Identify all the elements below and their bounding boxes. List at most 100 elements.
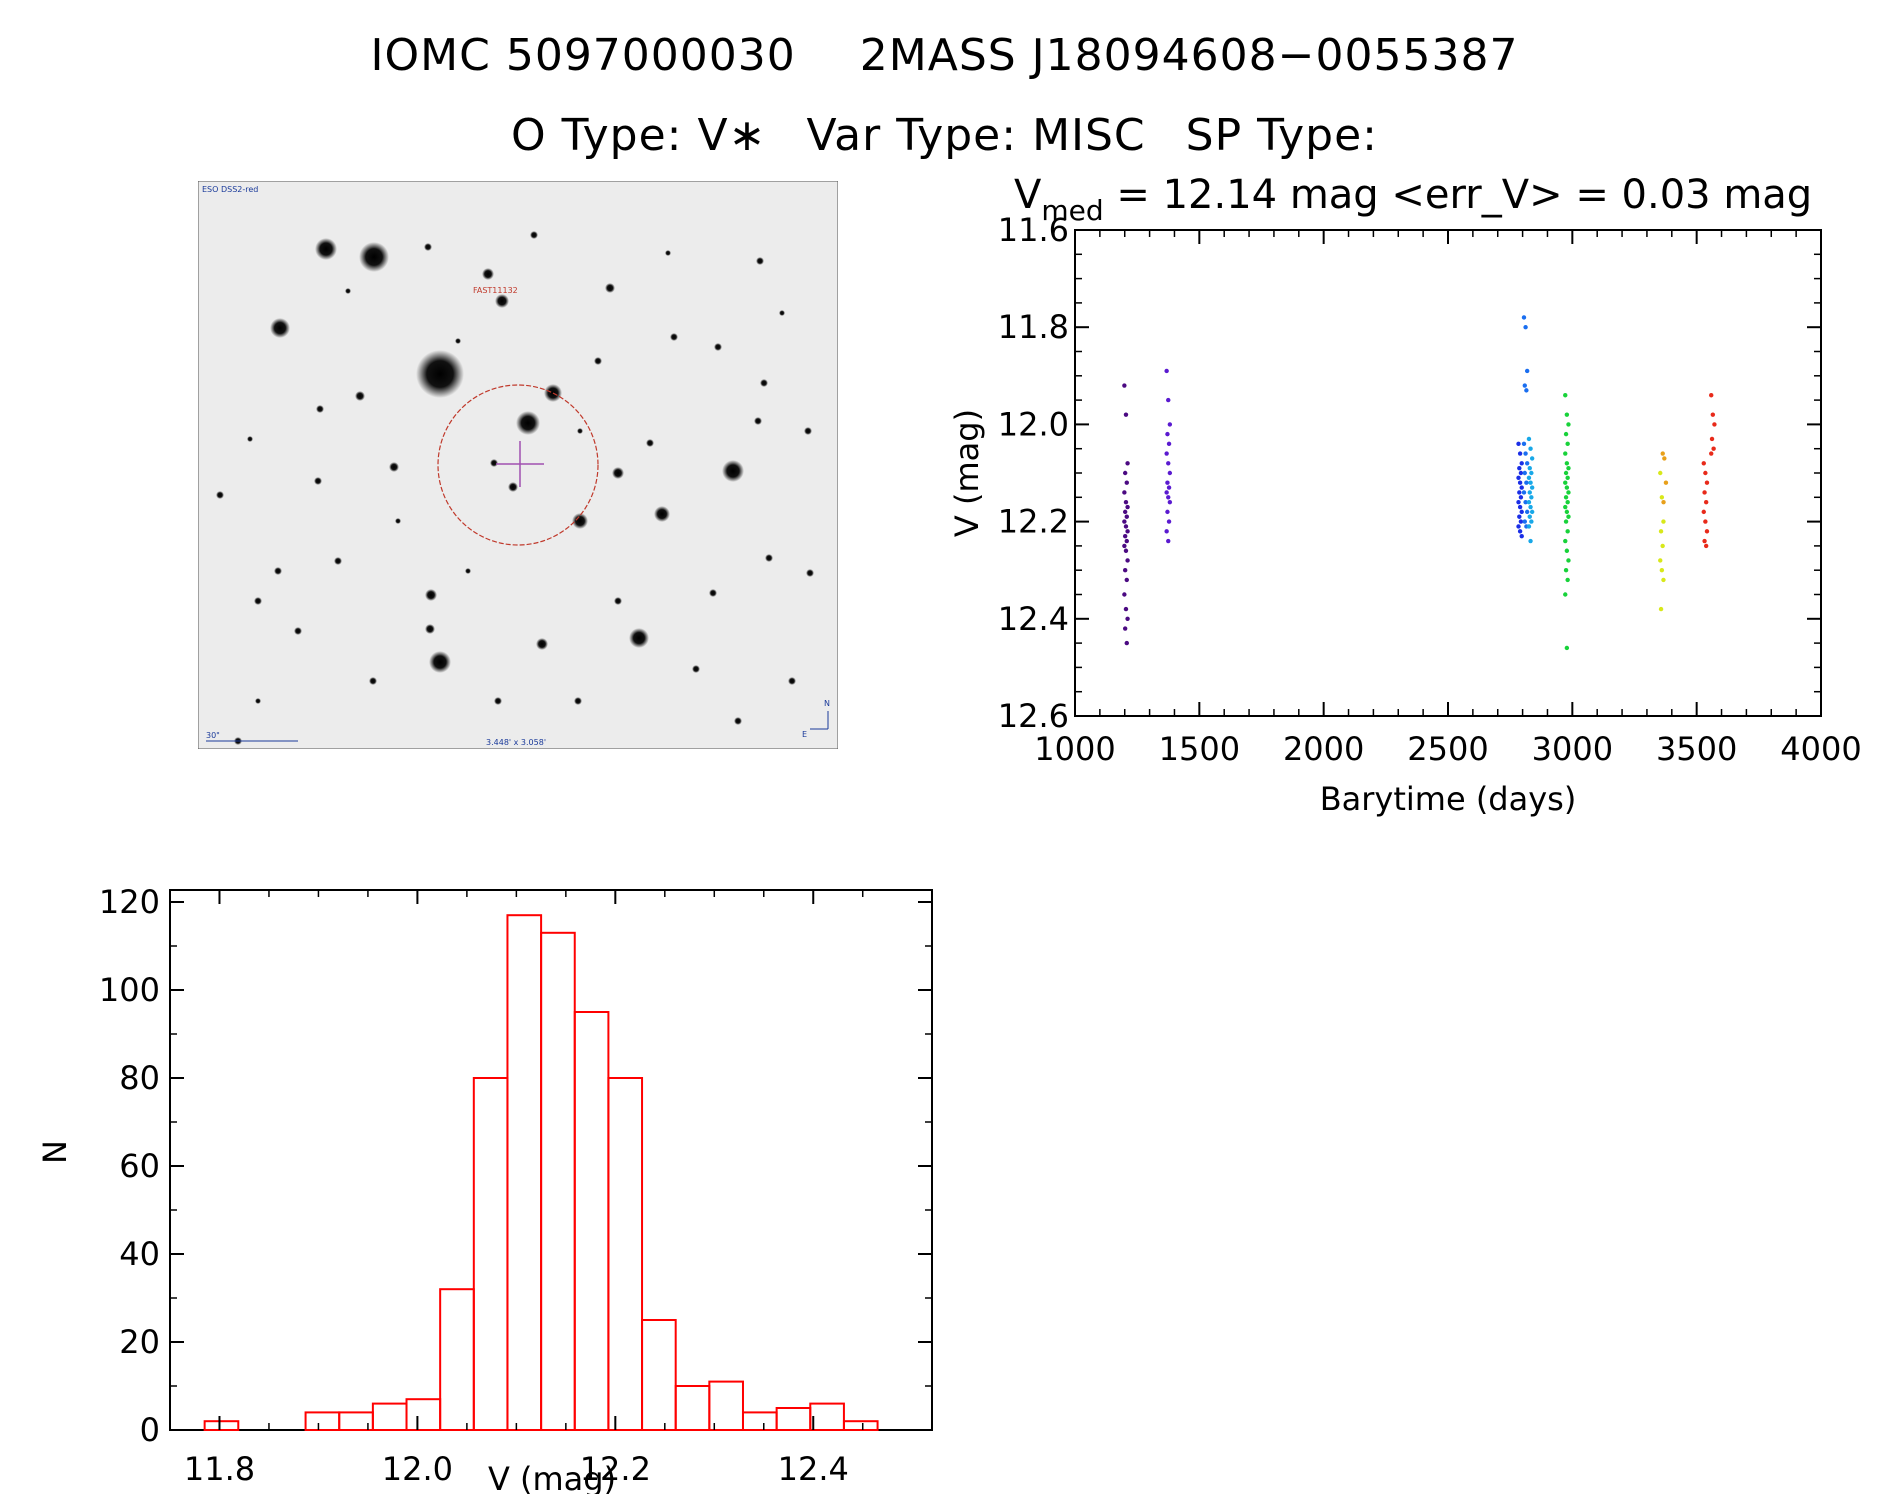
hist-y-tick-label: 60 [119, 1147, 160, 1185]
histogram-bar [203, 1420, 240, 1432]
iomc-id: IOMC 5097000030 [370, 30, 796, 81]
finder-star [756, 257, 764, 265]
lc-data-point [1703, 470, 1708, 476]
finder-star [254, 597, 262, 605]
lc-data-point [1522, 470, 1527, 476]
lc-data-point [1165, 431, 1170, 437]
finder-star [294, 627, 302, 635]
lc-data-point [1529, 519, 1534, 524]
lc-data-point [1527, 490, 1532, 495]
lc-data-point [1125, 504, 1130, 510]
lc-data-point [1125, 558, 1130, 563]
lc-x-tick-label: 3000 [1532, 730, 1613, 768]
finder-star [594, 357, 602, 365]
lc-x-tick-label: 1500 [1159, 730, 1240, 768]
lc-x-tick-label: 2500 [1407, 730, 1488, 768]
lc-data-point [1564, 509, 1570, 515]
lc-data-point [1519, 461, 1524, 466]
histogram-bar [708, 1380, 744, 1431]
lc-data-point [1166, 441, 1172, 447]
lc-data-point [1564, 645, 1570, 651]
lc-data-point [1565, 499, 1570, 505]
lc-data-point [1526, 524, 1532, 529]
lc-data-point [1524, 480, 1529, 485]
lc-data-point [1659, 568, 1665, 573]
lc-data-point [1711, 446, 1716, 451]
finder-star [760, 379, 768, 387]
lc-data-point [1124, 538, 1129, 544]
lc-data-point [1527, 514, 1532, 519]
histogram-bar [506, 914, 543, 1431]
lc-data-point [1701, 461, 1706, 466]
lc-data-point [1124, 480, 1129, 485]
lc-data-point [1166, 495, 1171, 500]
lc-data-point [1523, 325, 1528, 330]
histogram-bar [371, 1402, 408, 1431]
light-curve-xlabel: Barytime (days) [1320, 780, 1577, 818]
lc-data-point [1517, 529, 1523, 534]
hist-y-tick-label: 20 [119, 1323, 160, 1361]
lc-data-point [1518, 519, 1524, 524]
finder-star [345, 288, 351, 294]
finder-star [765, 554, 773, 562]
lc-data-point [1663, 480, 1669, 485]
finder-star [416, 350, 464, 398]
histogram-bar [607, 1077, 644, 1431]
light-curve-ylabel: V (mag) [948, 409, 986, 537]
finder-star [806, 569, 814, 577]
lc-data-point [1166, 519, 1172, 524]
lc-data-point [1517, 451, 1523, 456]
finder-star [605, 283, 615, 293]
hist-y-tick-label: 0 [140, 1411, 160, 1449]
lc-data-point [1167, 499, 1173, 505]
lc-data-point [1125, 529, 1130, 534]
lc-data-point [1517, 490, 1522, 495]
lc-data-point [1166, 538, 1171, 544]
lc-data-point [1164, 451, 1169, 456]
lc-data-point [1661, 577, 1666, 583]
lc-data-point [1659, 495, 1665, 500]
hist-y-tick-label: 100 [99, 971, 160, 1009]
lc-data-point [1660, 451, 1665, 456]
finder-star [654, 506, 670, 522]
finder-aperture-circle [437, 384, 599, 546]
lc-data-point [1528, 538, 1533, 544]
lc-data-point [1710, 412, 1716, 417]
lc-data-point [1516, 441, 1521, 447]
lc-data-point [1516, 475, 1521, 481]
chart-title-types: O Type: V∗ Var Type: MISC SP Type: [0, 110, 1889, 161]
lc-data-point [1526, 436, 1532, 442]
lc-data-point [1122, 509, 1128, 515]
lc-data-point [1523, 499, 1528, 505]
lc-data-point [1524, 509, 1530, 515]
light-curve-chart: Vmed = 12.14 mag <err_V> = 0.03 mag 1000… [948, 172, 1862, 818]
lc-data-point [1704, 529, 1710, 534]
lc-data-point [1565, 475, 1570, 481]
lc-y-tick-label: 12.0 [998, 405, 1069, 443]
hist-x-tick-label: 12.4 [778, 1450, 849, 1488]
chart-title-identifiers: IOMC 5097000030 2MASS J18094608−0055387 [0, 30, 1889, 81]
lc-data-point [1166, 485, 1172, 490]
histogram-bar [304, 1411, 341, 1432]
finder-star [508, 482, 518, 492]
finder-star [516, 411, 540, 435]
finder-star [495, 294, 509, 308]
finder-star [692, 665, 700, 673]
lc-data-point [1661, 519, 1666, 524]
hist-y-tick-label: 120 [99, 883, 160, 921]
lc-data-point [1658, 470, 1663, 476]
lc-data-point [1124, 640, 1129, 646]
lc-data-point [1709, 393, 1714, 398]
finder-star [530, 231, 538, 239]
lc-data-point [1518, 470, 1524, 476]
finder-star [316, 405, 324, 413]
histogram-ylabel: N [36, 1140, 74, 1164]
lc-data-point [1516, 499, 1521, 505]
lc-data-point [1526, 475, 1532, 481]
lc-data-point [1522, 519, 1527, 524]
lc-data-point [1704, 480, 1710, 485]
lc-data-point [1703, 543, 1709, 549]
finder-star [359, 242, 389, 272]
finder-star [314, 477, 322, 485]
title-vmed-subscript: med [1041, 194, 1103, 227]
